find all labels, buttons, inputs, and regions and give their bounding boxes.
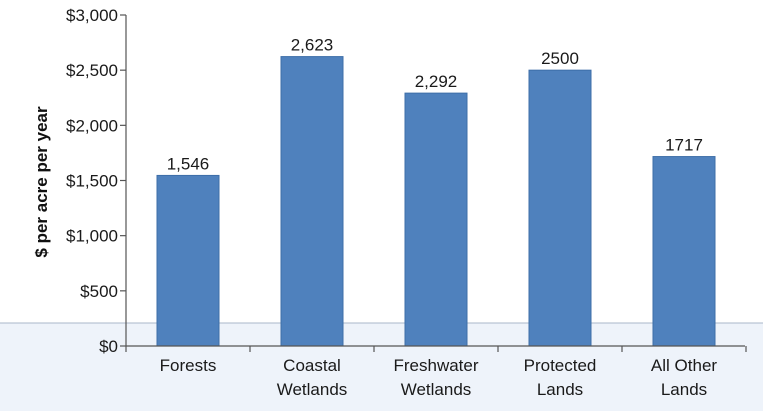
labels-group: $0 $500 $1,000 $1,500 $2,000 $2,500 $3,000 1,54… (66, 6, 717, 399)
data-label: 2,292 (415, 72, 458, 91)
data-label: 2500 (541, 49, 579, 68)
x-tick-label: Wetlands (401, 380, 472, 399)
bar (652, 156, 716, 347)
y-tick-label: $1,500 (66, 172, 118, 191)
x-tick-label: Freshwater (393, 356, 478, 375)
bar (404, 92, 468, 347)
y-tick-label: $2,000 (66, 116, 118, 135)
lower-background-band (0, 323, 763, 411)
bar (528, 69, 592, 347)
x-tick-label: Coastal (283, 356, 341, 375)
data-label: 1,546 (167, 154, 210, 173)
bar (156, 174, 220, 347)
y-tick-label: $3,000 (66, 6, 118, 25)
x-tick-label: Wetlands (277, 380, 348, 399)
y-tick-label: $0 (99, 337, 118, 356)
x-tick-label: Forests (160, 356, 217, 375)
axes-group (120, 14, 747, 352)
y-axis-title: $ per acre per year (32, 106, 51, 258)
y-tick-label: $2,500 (66, 61, 118, 80)
data-label: 2,623 (291, 36, 334, 55)
bars-group (156, 56, 716, 347)
data-label: 1717 (665, 136, 703, 155)
x-tick-label: Lands (537, 380, 583, 399)
bar (280, 56, 344, 347)
x-tick-label: All Other (651, 356, 717, 375)
x-tick-label: Protected (524, 356, 597, 375)
y-tick-label: $500 (80, 282, 118, 301)
x-tick-label: Lands (661, 380, 707, 399)
y-tick-label: $1,000 (66, 227, 118, 246)
